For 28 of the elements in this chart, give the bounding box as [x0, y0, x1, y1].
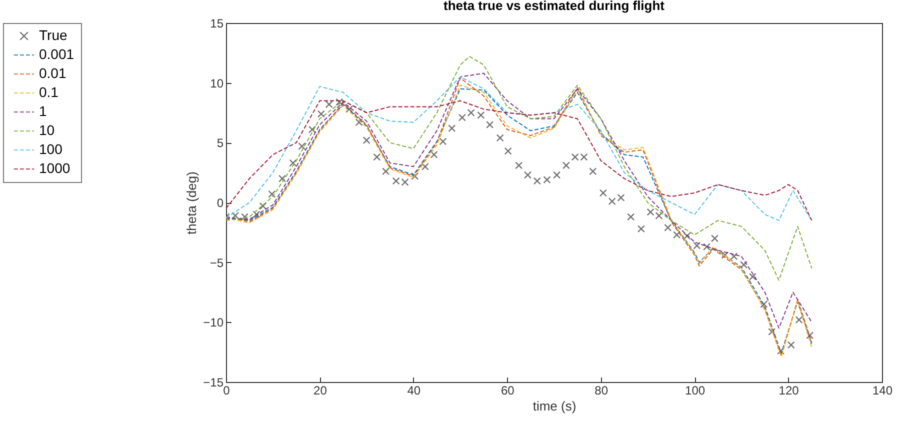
- y-tick-label: 0: [216, 196, 224, 210]
- y-tick-label: −10: [203, 316, 224, 330]
- line-series: [226, 100, 812, 221]
- legend-label: 0.001: [39, 46, 74, 62]
- legend-label: 0.01: [39, 65, 66, 81]
- legend-label: 1: [39, 103, 47, 119]
- legend-label: 1000: [39, 160, 70, 176]
- x-tick-label: 20: [314, 384, 328, 398]
- legend-label: 0.1: [39, 84, 59, 100]
- y-tick-label: 5: [216, 136, 224, 150]
- y-tick-label: −5: [210, 256, 224, 270]
- legend-label: 100: [39, 141, 63, 157]
- y-tick-label: 15: [210, 16, 224, 30]
- y-tick-label: −15: [203, 376, 224, 390]
- line-series: [226, 76, 812, 221]
- line-series: [226, 56, 812, 281]
- x-axis-title: time (s): [532, 398, 576, 414]
- chart-title: theta true vs estimated during flight: [443, 0, 666, 13]
- x-tick-label: 40: [407, 384, 421, 398]
- legend-label: 10: [39, 122, 55, 138]
- x-tick-label: 140: [872, 384, 893, 398]
- y-tick-label: 10: [210, 76, 224, 90]
- legend-label: True: [39, 27, 68, 43]
- x-tick-label: 100: [685, 384, 706, 398]
- x-tick-label: 120: [778, 384, 800, 398]
- y-axis-title: theta (deg): [184, 172, 200, 234]
- x-tick-label: 60: [500, 384, 515, 398]
- x-tick-label: 80: [594, 384, 608, 398]
